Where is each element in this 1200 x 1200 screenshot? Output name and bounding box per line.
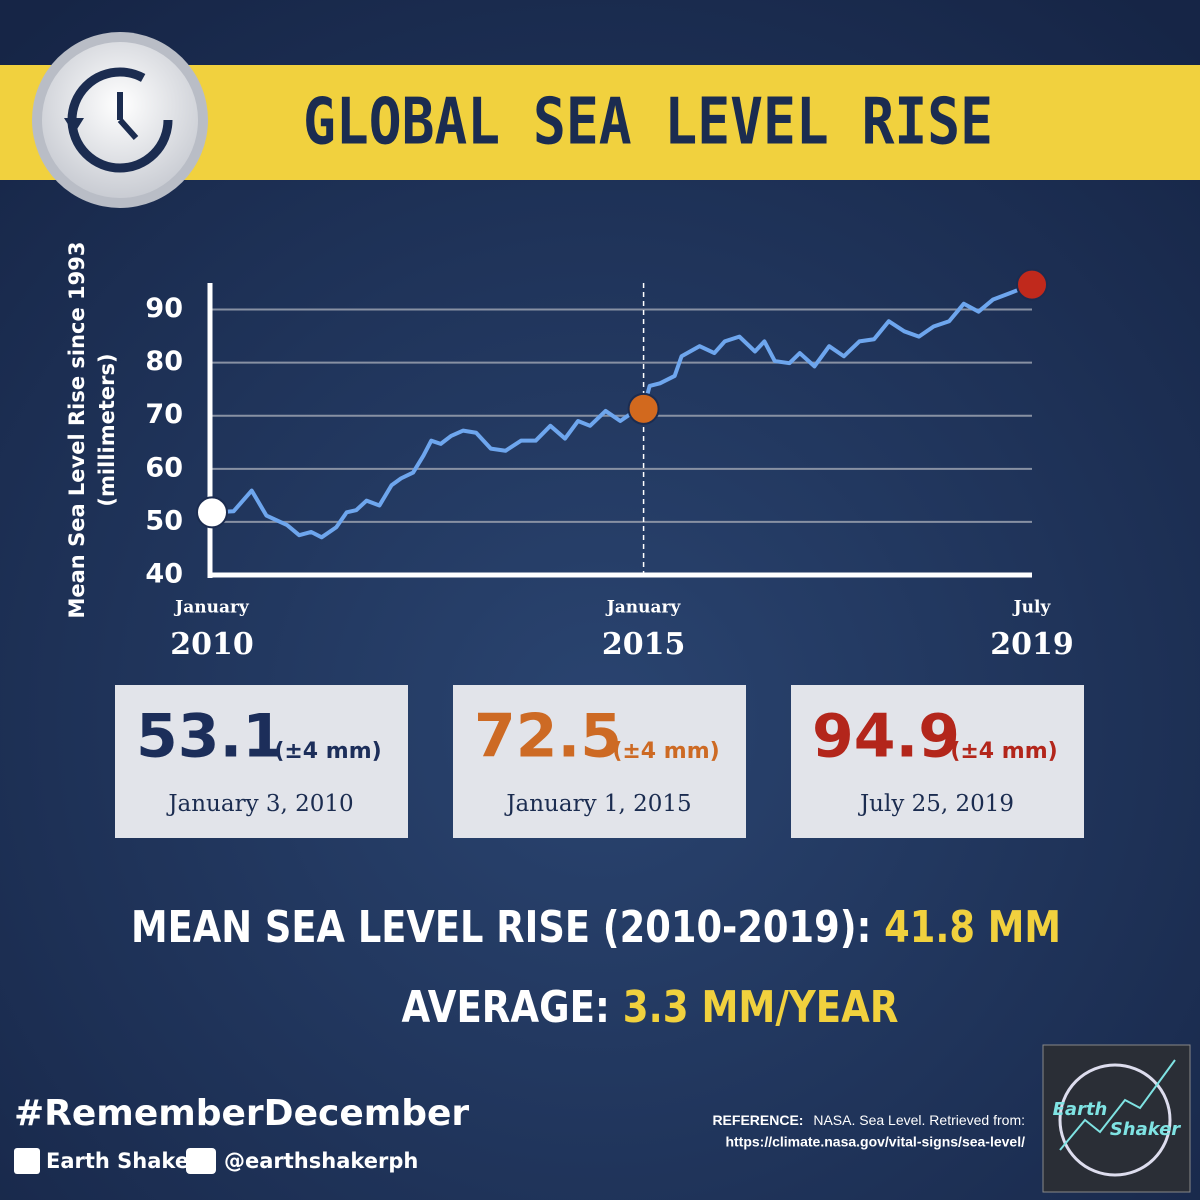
chart-title: GLOBAL SEA LEVEL RISE (303, 86, 993, 160)
summary-label: AVERAGE: (402, 982, 610, 1033)
reference-text: NASA. Sea Level. Retrieved from: (813, 1112, 1025, 1128)
y-tick-label: 90 (145, 293, 183, 324)
summary-line: MEAN SEA LEVEL RISE (2010-2019): 41.8 MM (131, 902, 1061, 953)
facebook-icon (14, 1148, 40, 1174)
chart: 40 50 60 70 80 90 January 2010 January 2015 July 20… (145, 268, 1074, 662)
x-tick-year: 2015 (602, 627, 686, 662)
y-tick-label: 40 (145, 559, 183, 590)
card-unit: (±4 mm) (612, 739, 719, 764)
logo: Earth Shaker (1042, 1044, 1191, 1193)
y-tick-label: 70 (145, 399, 183, 430)
card-unit: (±4 mm) (950, 739, 1057, 764)
card-value: 72.5 (474, 702, 622, 772)
twitter-icon (186, 1148, 216, 1174)
reference: REFERENCE: NASA. Sea Level. Retrieved fr… (712, 1112, 1025, 1128)
y-tick-label: 80 (145, 346, 183, 377)
data-line (211, 282, 1033, 540)
card: 94.9 (±4 mm) July 25, 2019 (791, 685, 1084, 838)
facebook-name: Earth Shaker (46, 1149, 200, 1173)
x-tick-label: January (173, 598, 250, 618)
summary-label: MEAN SEA LEVEL RISE (2010-2019): (131, 902, 871, 953)
x-tick-year: 2010 (170, 627, 254, 662)
card: 72.5 (±4 mm) January 1, 2015 (453, 685, 746, 838)
y-tick-label: 50 (145, 505, 183, 536)
logo-text: Earth (1053, 1099, 1108, 1120)
y-axis-unit: (millimeters) (95, 353, 119, 506)
card-value: 53.1 (136, 702, 284, 772)
card: 53.1 (±4 mm) January 3, 2010 (115, 685, 408, 838)
reference-url: https://climate.nasa.gov/vital-signs/sea… (725, 1134, 1025, 1150)
highlight-point (1016, 268, 1048, 301)
y-axis-label: Mean Sea Level Rise since 1993 (65, 241, 89, 618)
x-tick-label: July (1012, 598, 1052, 618)
card-date: July 25, 2019 (858, 791, 1014, 817)
cards: 53.1 (±4 mm) January 3, 2010 72.5 (±4 mm… (115, 685, 1084, 838)
logo-text: Shaker (1110, 1119, 1181, 1140)
hashtag: #RememberDecember (14, 1093, 469, 1134)
reference-label: REFERENCE: (712, 1112, 803, 1128)
card-date: January 1, 2015 (504, 791, 691, 817)
highlight-point (627, 392, 660, 425)
summary-value: 3.3 MM/YEAR (623, 982, 899, 1033)
card-value: 94.9 (812, 702, 960, 772)
clock-icon (32, 32, 208, 208)
twitter-handle: @earthshakerph (224, 1149, 418, 1173)
card-unit: (±4 mm) (274, 739, 381, 764)
x-tick-year: 2019 (990, 627, 1074, 662)
summary-line: AVERAGE: 3.3 MM/YEAR (402, 982, 899, 1033)
x-tick-label: January (605, 598, 682, 618)
highlight-point (196, 496, 228, 529)
summary-value: 41.8 MM (884, 902, 1061, 953)
card-date: January 3, 2010 (166, 791, 353, 817)
y-tick-label: 60 (145, 452, 183, 483)
